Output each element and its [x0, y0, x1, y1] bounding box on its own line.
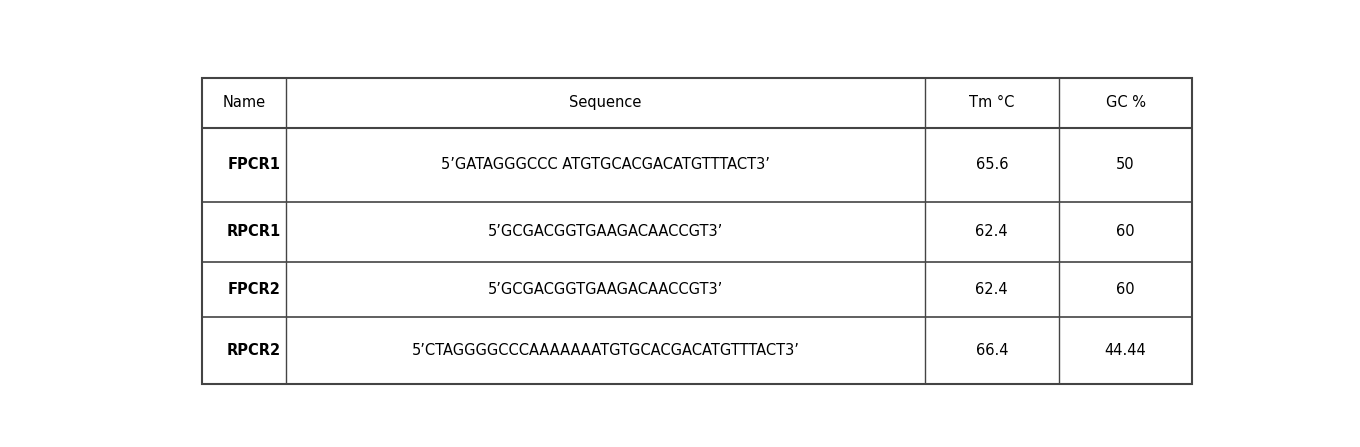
Text: Tm °C: Tm °C: [970, 95, 1015, 110]
Text: 65.6: 65.6: [975, 157, 1008, 173]
Text: 62.4: 62.4: [975, 224, 1008, 239]
Text: 60: 60: [1117, 282, 1134, 297]
Text: 5’CTAGGGGCCCAAAAAAATGTGCACGACATGTTTACT3’: 5’CTAGGGGCCCAAAAAAATGTGCACGACATGTTTACT3’: [412, 343, 800, 358]
Text: 5’GATAGGGCCC ATGTGCACGACATGTTTACT3’: 5’GATAGGGCCC ATGTGCACGACATGTTTACT3’: [441, 157, 770, 173]
Text: GC %: GC %: [1106, 95, 1145, 110]
Text: 5’GCGACGGTGAAGACAACCGT3’: 5’GCGACGGTGAAGACAACCGT3’: [488, 282, 724, 297]
Text: 50: 50: [1117, 157, 1134, 173]
Text: 66.4: 66.4: [975, 343, 1008, 358]
Text: RPCR1: RPCR1: [226, 224, 280, 239]
Bar: [201, 78, 1193, 384]
Text: 60: 60: [1117, 224, 1134, 239]
Text: RPCR2: RPCR2: [226, 343, 280, 358]
Text: FPCR1: FPCR1: [227, 157, 280, 173]
Text: 5’GCGACGGTGAAGACAACCGT3’: 5’GCGACGGTGAAGACAACCGT3’: [488, 224, 724, 239]
Text: 62.4: 62.4: [975, 282, 1008, 297]
Text: Sequence: Sequence: [570, 95, 642, 110]
Text: 44.44: 44.44: [1104, 343, 1146, 358]
Text: Name: Name: [222, 95, 265, 110]
Text: FPCR2: FPCR2: [227, 282, 280, 297]
